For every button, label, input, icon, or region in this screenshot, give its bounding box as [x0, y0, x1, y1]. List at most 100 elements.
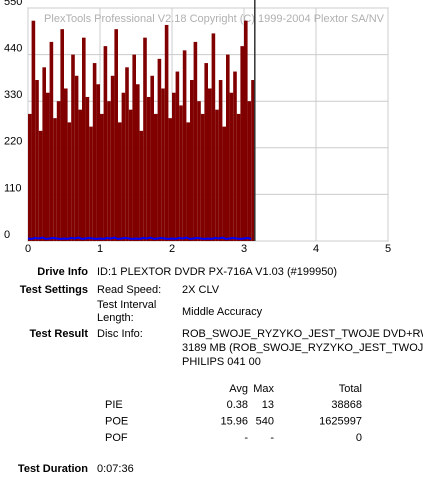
bar [157, 58, 162, 241]
bar [222, 126, 226, 241]
bar [67, 122, 72, 241]
bar [103, 46, 108, 241]
x-tick-label: 3 [241, 243, 247, 255]
bar [71, 54, 75, 241]
info-text: ID:1 PLEXTOR DVDR PX-716A V1.03 (#199950… [97, 266, 337, 278]
bar [208, 88, 212, 241]
bar [175, 71, 180, 241]
bar [78, 109, 82, 241]
bar [146, 96, 151, 241]
bar [186, 122, 190, 241]
bar [49, 41, 54, 242]
info-text: - [270, 432, 274, 444]
bar [38, 130, 43, 241]
bar [218, 80, 223, 241]
info-text: Test Result [30, 328, 89, 340]
info-text: Length: [97, 312, 134, 324]
info-text: Avg [229, 383, 248, 395]
watermark: PlexTools Professional V2.18 Copyright (… [44, 13, 385, 25]
bar [110, 75, 115, 241]
bar [244, 20, 248, 241]
bar [118, 122, 122, 241]
bar [92, 63, 97, 242]
bar [53, 118, 57, 241]
info-text: POE [105, 415, 128, 427]
info-text: 0:07:36 [97, 463, 134, 475]
info-text: 13 [262, 399, 274, 411]
bar [42, 67, 46, 242]
bar [150, 75, 154, 241]
bar [82, 37, 86, 242]
x-tick-label: 5 [385, 243, 391, 255]
line-series [27, 236, 252, 240]
bar [121, 92, 126, 242]
info-text: Disc Info: [97, 328, 143, 340]
y-tick-label: 220 [4, 136, 22, 148]
y-tick-label: 330 [4, 89, 22, 101]
bar [154, 113, 158, 241]
bar [179, 105, 183, 241]
bar [229, 92, 234, 242]
bar [143, 37, 147, 242]
info-text: 540 [256, 415, 274, 427]
bar [190, 80, 194, 241]
bar [182, 50, 187, 242]
bar [168, 118, 172, 241]
bar [215, 109, 219, 241]
info-text: 0.38 [227, 399, 248, 411]
info-text: Read Speed: [97, 284, 161, 296]
info-text: POF [105, 432, 128, 444]
bar [197, 101, 201, 241]
info-text: Test Settings [20, 284, 88, 296]
bar [247, 101, 252, 241]
bar [226, 54, 230, 241]
bar [211, 33, 216, 241]
info-text: Total [339, 383, 362, 395]
bar [28, 113, 32, 241]
bar [74, 75, 79, 241]
bar [161, 88, 165, 241]
info-text: 0 [356, 432, 362, 444]
bar [233, 71, 237, 241]
y-tick-label: 550 [4, 0, 22, 8]
bar [139, 130, 144, 241]
info-text: PHILIPS 041 00 [182, 356, 261, 368]
info-text: 15.96 [220, 415, 248, 427]
bar [56, 101, 61, 241]
y-tick-label: 0 [4, 229, 10, 241]
bar [136, 84, 140, 241]
bar [107, 101, 111, 241]
bar [193, 41, 198, 242]
bar [96, 84, 100, 241]
bar [60, 29, 64, 241]
y-tick-label: 110 [4, 182, 22, 194]
bar [204, 63, 208, 242]
info-text: Test Interval [97, 299, 156, 311]
info-text: ROB_SWOJE_RYZYKO_JEST_TWOJE DVD+RW, [182, 328, 423, 340]
info-text: 3189 MB (ROB_SWOJE_RYZYKO_JEST_TWOJE) [182, 342, 423, 354]
info-text: PIE [105, 399, 123, 411]
bar [200, 113, 205, 241]
bar [89, 126, 93, 241]
bar [85, 96, 90, 241]
info-text: 2X CLV [182, 284, 220, 296]
bar [164, 24, 169, 242]
info-text: 38868 [331, 399, 362, 411]
info-text: Middle Accuracy [182, 306, 263, 318]
x-tick-label: 2 [169, 243, 175, 255]
bar [46, 92, 50, 242]
bar [100, 113, 104, 241]
bar [64, 88, 68, 241]
y-tick-label: 440 [4, 43, 22, 55]
bar [240, 46, 244, 241]
bar [31, 20, 36, 241]
bar [125, 67, 129, 242]
bar [132, 54, 136, 241]
bar [128, 109, 133, 241]
info-text: Drive Info [37, 266, 88, 278]
bar [172, 92, 176, 242]
bar [236, 113, 241, 241]
bar [114, 29, 118, 241]
